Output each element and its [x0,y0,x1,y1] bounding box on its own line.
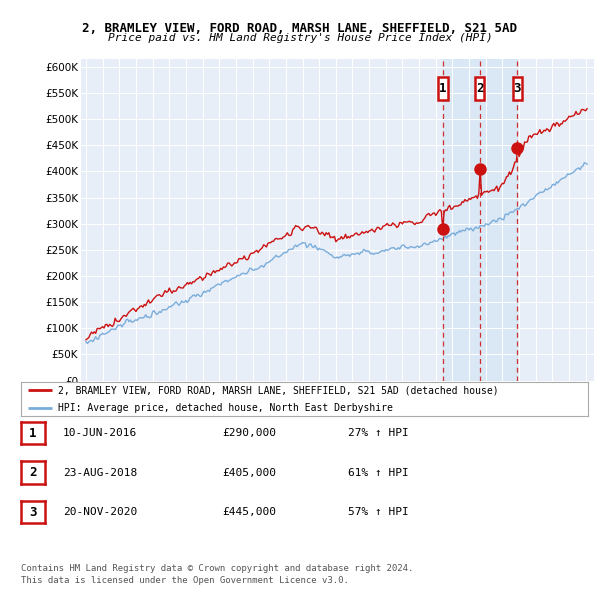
Text: Price paid vs. HM Land Registry's House Price Index (HPI): Price paid vs. HM Land Registry's House … [107,33,493,43]
Text: Contains HM Land Registry data © Crown copyright and database right 2024.: Contains HM Land Registry data © Crown c… [21,565,413,573]
Text: 2, BRAMLEY VIEW, FORD ROAD, MARSH LANE, SHEFFIELD, S21 5AD: 2, BRAMLEY VIEW, FORD ROAD, MARSH LANE, … [83,22,517,35]
Text: £405,000: £405,000 [222,468,276,477]
Text: 23-AUG-2018: 23-AUG-2018 [63,468,137,477]
Text: 57% ↑ HPI: 57% ↑ HPI [348,507,409,517]
Text: 2: 2 [476,82,484,96]
Text: 2: 2 [29,466,37,479]
FancyBboxPatch shape [439,77,448,100]
Text: £445,000: £445,000 [222,507,276,517]
Bar [443,59,517,381]
Text: 3: 3 [29,506,37,519]
Text: 27% ↑ HPI: 27% ↑ HPI [348,428,409,438]
FancyBboxPatch shape [475,77,484,100]
FancyBboxPatch shape [513,77,522,100]
Text: 10-JUN-2016: 10-JUN-2016 [63,428,137,438]
Text: 1: 1 [29,427,37,440]
Text: 20-NOV-2020: 20-NOV-2020 [63,507,137,517]
Text: £290,000: £290,000 [222,428,276,438]
Text: 61% ↑ HPI: 61% ↑ HPI [348,468,409,477]
Text: 3: 3 [514,82,521,96]
Text: 1: 1 [439,82,447,96]
Text: HPI: Average price, detached house, North East Derbyshire: HPI: Average price, detached house, Nort… [58,404,393,414]
Text: This data is licensed under the Open Government Licence v3.0.: This data is licensed under the Open Gov… [21,576,349,585]
Text: 2, BRAMLEY VIEW, FORD ROAD, MARSH LANE, SHEFFIELD, S21 5AD (detached house): 2, BRAMLEY VIEW, FORD ROAD, MARSH LANE, … [58,385,499,395]
